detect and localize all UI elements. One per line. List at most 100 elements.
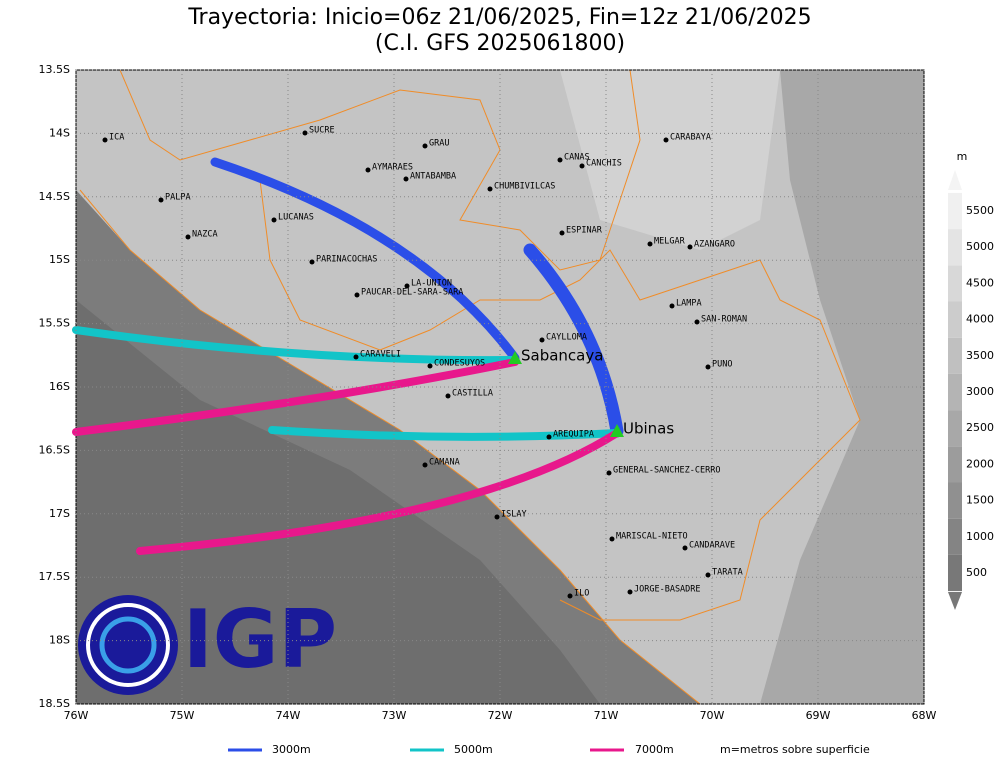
legend-label: 7000m bbox=[635, 743, 674, 756]
lat-tick-label: 16.5S bbox=[39, 443, 70, 456]
colorbar-segment bbox=[948, 229, 962, 266]
place-label: CASTILLA bbox=[452, 389, 493, 399]
place-label: AREQUIPA bbox=[553, 430, 594, 440]
place-dot bbox=[422, 462, 428, 468]
lat-tick-label: 17.5S bbox=[39, 570, 70, 583]
title-line: (C.I. GFS 2025061800) bbox=[375, 31, 625, 56]
place-dot bbox=[422, 143, 428, 149]
place-label: CANCHIS bbox=[586, 159, 622, 169]
colorbar-segment bbox=[948, 301, 962, 338]
place-label: CARABAYA bbox=[670, 133, 711, 143]
volcano-label: Ubinas bbox=[623, 420, 674, 438]
place-dot bbox=[309, 259, 315, 265]
colorbar-tip bbox=[948, 592, 962, 610]
colorbar-label: 500 bbox=[966, 566, 987, 579]
legend-label: 3000m bbox=[272, 743, 311, 756]
volcano-marker bbox=[508, 351, 522, 364]
place-label: NAZCA bbox=[192, 230, 218, 240]
place-label: MARISCAL-NIETO bbox=[616, 532, 688, 542]
lat-tick-label: 14S bbox=[49, 126, 70, 139]
place-dot bbox=[427, 363, 433, 369]
lon-tick-label: 75W bbox=[170, 709, 195, 722]
lon-tick-label: 71W bbox=[594, 709, 619, 722]
place-label: CARAVELI bbox=[360, 350, 401, 360]
colorbar-label: 3500 bbox=[966, 349, 994, 362]
place-label: CAYLLOMA bbox=[546, 333, 587, 343]
lon-tick-label: 69W bbox=[806, 709, 831, 722]
colorbar-segment bbox=[948, 265, 962, 302]
place-dot bbox=[158, 197, 164, 203]
colorbar-label: 4000 bbox=[966, 313, 994, 326]
colorbar-label: 5500 bbox=[966, 204, 994, 217]
place-dot bbox=[365, 167, 371, 173]
place-label: AYMARAES bbox=[372, 163, 413, 173]
place-label: LA-UNION bbox=[411, 279, 452, 289]
legend-note: m=metros sobre superficie bbox=[720, 743, 870, 756]
place-dot bbox=[557, 157, 563, 163]
place-label: CAMANA bbox=[429, 458, 460, 468]
colorbar-unit: m bbox=[957, 150, 968, 163]
place-label: LUCANAS bbox=[278, 213, 314, 223]
place-label: GENERAL-SANCHEZ-CERRO bbox=[613, 466, 720, 476]
logo-text: IGP bbox=[183, 593, 337, 686]
place-label: AZANGARO bbox=[694, 240, 735, 250]
lat-tick-label: 14.5S bbox=[39, 190, 70, 203]
place-dot bbox=[546, 434, 552, 440]
lon-tick-label: 68W bbox=[912, 709, 937, 722]
lat-tick-label: 18.5S bbox=[39, 697, 70, 710]
place-label: PAUCAR-DEL-SARA-SARA bbox=[361, 288, 463, 298]
trajectory bbox=[523, 243, 624, 438]
place-label: PARINACOCHAS bbox=[316, 255, 377, 265]
place-label: MELGAR bbox=[654, 237, 686, 247]
place-label: CANAS bbox=[564, 153, 590, 163]
lon-tick-label: 72W bbox=[488, 709, 513, 722]
colorbar-label: 2500 bbox=[966, 421, 994, 434]
place-dot bbox=[559, 230, 565, 236]
colorbar-label: 1000 bbox=[966, 530, 994, 543]
lon-tick-label: 70W bbox=[700, 709, 725, 722]
lat-tick-label: 15.5S bbox=[39, 317, 70, 330]
place-dot bbox=[302, 130, 308, 136]
place-label: ICA bbox=[109, 133, 124, 143]
lat-tick-label: 15S bbox=[49, 253, 70, 266]
lat-tick-label: 13.5S bbox=[39, 63, 70, 76]
place-dot bbox=[487, 186, 493, 192]
trajectory bbox=[72, 326, 519, 365]
place-label: ANTABAMBA bbox=[410, 172, 456, 182]
lon-tick-label: 76W bbox=[64, 709, 89, 722]
lat-tick-label: 16S bbox=[49, 380, 70, 393]
place-label: SAN-ROMAN bbox=[701, 315, 747, 325]
colorbar-label: 2000 bbox=[966, 457, 994, 470]
place-dot bbox=[579, 163, 585, 169]
place-label: GRAU bbox=[429, 139, 449, 149]
colorbar-segment bbox=[948, 518, 962, 555]
legend-label: 5000m bbox=[454, 743, 493, 756]
place-dot bbox=[647, 241, 653, 247]
place-label: LAMPA bbox=[676, 299, 702, 309]
colorbar-label: 3000 bbox=[966, 385, 994, 398]
lat-tick-label: 17S bbox=[49, 507, 70, 520]
place-dot bbox=[669, 303, 675, 309]
lat-tick-label: 18S bbox=[49, 634, 70, 647]
trajectory bbox=[72, 358, 519, 436]
place-dot bbox=[404, 283, 410, 289]
colorbar-segment bbox=[948, 482, 962, 519]
place-dot bbox=[606, 470, 612, 476]
place-dot bbox=[663, 137, 669, 143]
place-label: ILO bbox=[574, 589, 589, 599]
colorbar-segment bbox=[948, 446, 962, 483]
place-dot bbox=[445, 393, 451, 399]
place-label: JORGE-BASADRE bbox=[634, 585, 701, 595]
place-dot bbox=[627, 589, 633, 595]
place-label: ISLAY bbox=[501, 510, 527, 520]
colorbar-tip bbox=[948, 170, 962, 190]
trajectories bbox=[72, 157, 624, 555]
place-dot bbox=[494, 514, 500, 520]
place-dot bbox=[185, 234, 191, 240]
colorbar-segment bbox=[948, 192, 962, 230]
volcano-label: Sabancaya bbox=[521, 347, 603, 365]
colorbar-segment bbox=[948, 373, 962, 411]
place-dot bbox=[403, 176, 409, 182]
colorbar-label: 1500 bbox=[966, 494, 994, 507]
